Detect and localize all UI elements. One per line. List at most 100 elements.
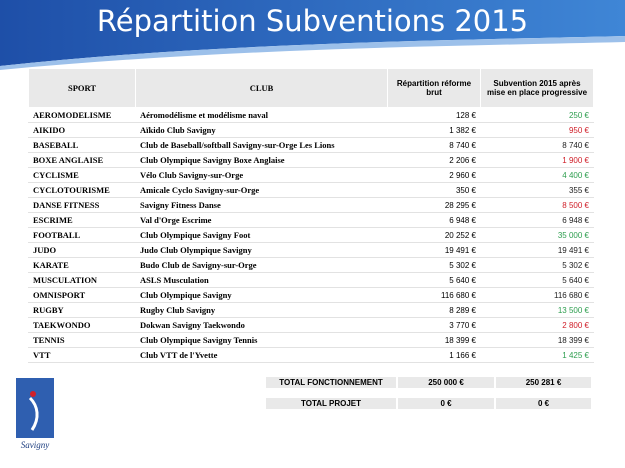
sport-cell: JUDO xyxy=(28,242,136,258)
club-cell: Club de Baseball/softball Savigny-sur-Or… xyxy=(135,137,388,153)
club-cell: Judo Club Olympique Savigny xyxy=(135,242,388,258)
subsidy-table: SPORT CLUB Répartition réforme brut Subv… xyxy=(28,68,594,363)
total-row: TOTAL PROJET 0 €0 € xyxy=(264,396,593,411)
club-cell: Dokwan Savigny Taekwondo xyxy=(135,317,388,333)
total-table: TOTAL PROJET 0 €0 € xyxy=(264,396,593,411)
brut-cell: 19 491 € xyxy=(387,242,481,258)
column-header: Subvention 2015 après mise en place prog… xyxy=(480,68,594,108)
subvention-cell: 1 425 € xyxy=(480,347,594,363)
brut-cell: 350 € xyxy=(387,182,481,198)
sport-cell: FOOTBALL xyxy=(28,227,136,243)
table-body: AEROMODELISME Aéromodélisme et modélisme … xyxy=(28,107,594,363)
total-body: TOTAL FONCTIONNEMENT 250 000 €250 281 € xyxy=(264,375,593,390)
total-subvention: 250 281 € xyxy=(494,375,593,390)
brut-cell: 18 399 € xyxy=(387,332,481,348)
logo-dot xyxy=(30,391,36,397)
club-cell: Rugby Club Savigny xyxy=(135,302,388,318)
table-row: AEROMODELISME Aéromodélisme et modélisme … xyxy=(28,107,594,123)
total-brut: 250 000 € xyxy=(396,375,496,390)
subvention-cell: 19 491 € xyxy=(480,242,594,258)
subvention-cell: 35 000 € xyxy=(480,227,594,243)
table-row: ESCRIME Val d'Orge Escrime 6 948 €6 948 € xyxy=(28,212,594,228)
club-cell: Club Olympique Savigny Tennis xyxy=(135,332,388,348)
logo-figure xyxy=(28,396,39,431)
header-row: SPORT CLUB Répartition réforme brut Subv… xyxy=(28,68,594,108)
table-row: CYCLOTOURISME Amicale Cyclo Savigny-sur-O… xyxy=(28,182,594,198)
sport-cell: RUGBY xyxy=(28,302,136,318)
club-cell: Aéromodélisme et modélisme naval xyxy=(135,107,388,123)
brut-cell: 5 640 € xyxy=(387,272,481,288)
table-row: TAEKWONDO Dokwan Savigny Taekwondo 3 770 €… xyxy=(28,317,594,333)
club-cell: Club VTT de l'Yvette xyxy=(135,347,388,363)
brut-cell: 28 295 € xyxy=(387,197,481,213)
club-cell: ASLS Musculation xyxy=(135,272,388,288)
brut-cell: 2 960 € xyxy=(387,167,481,183)
subvention-cell: 250 € xyxy=(480,107,594,123)
subvention-cell: 13 500 € xyxy=(480,302,594,318)
club-cell: Val d'Orge Escrime xyxy=(135,212,388,228)
brut-cell: 3 770 € xyxy=(387,317,481,333)
sport-cell: OMNISPORT xyxy=(28,287,136,303)
sport-cell: TAEKWONDO xyxy=(28,317,136,333)
subvention-cell: 18 399 € xyxy=(480,332,594,348)
club-cell: Savigny Fitness Danse xyxy=(135,197,388,213)
table-row: JUDO Judo Club Olympique Savigny 19 491 €1… xyxy=(28,242,594,258)
total-label: TOTAL PROJET xyxy=(264,396,398,411)
sport-cell: AIKIDO xyxy=(28,122,136,138)
table-row: BOXE ANGLAISE Club Olympique Savigny Boxe… xyxy=(28,152,594,168)
total-body: TOTAL PROJET 0 €0 € xyxy=(264,396,593,411)
total-subvention: 0 € xyxy=(494,396,593,411)
brut-cell: 1 382 € xyxy=(387,122,481,138)
column-header: Répartition réforme brut xyxy=(387,68,481,108)
logo-text: Savigny xyxy=(21,440,50,450)
club-cell: Club Olympique Savigny xyxy=(135,287,388,303)
brut-cell: 116 680 € xyxy=(387,287,481,303)
club-cell: Vélo Club Savigny-sur-Orge xyxy=(135,167,388,183)
table-row: TENNIS Club Olympique Savigny Tennis 18 39… xyxy=(28,332,594,348)
sport-cell: CYCLISME xyxy=(28,167,136,183)
subvention-cell: 1 900 € xyxy=(480,152,594,168)
club-cell: Aïkido Club Savigny xyxy=(135,122,388,138)
banner xyxy=(0,0,625,70)
subvention-cell: 8 740 € xyxy=(480,137,594,153)
table-row: MUSCULATION ASLS Musculation 5 640 €5 640 … xyxy=(28,272,594,288)
brut-cell: 20 252 € xyxy=(387,227,481,243)
table-row: AIKIDO Aïkido Club Savigny 1 382 €950 € xyxy=(28,122,594,138)
table-row: FOOTBALL Club Olympique Savigny Foot 20 25… xyxy=(28,227,594,243)
brut-cell: 8 289 € xyxy=(387,302,481,318)
subvention-cell: 8 500 € xyxy=(480,197,594,213)
subvention-cell: 4 400 € xyxy=(480,167,594,183)
column-header: CLUB xyxy=(135,68,388,108)
table-row: KARATE Budo Club de Savigny-sur-Orge 5 302… xyxy=(28,257,594,273)
brut-cell: 5 302 € xyxy=(387,257,481,273)
subvention-cell: 355 € xyxy=(480,182,594,198)
total-row: TOTAL FONCTIONNEMENT 250 000 €250 281 € xyxy=(264,375,593,390)
subvention-cell: 2 800 € xyxy=(480,317,594,333)
brut-cell: 128 € xyxy=(387,107,481,123)
total-table: TOTAL FONCTIONNEMENT 250 000 €250 281 € xyxy=(264,375,593,390)
table-row: RUGBY Rugby Club Savigny 8 289 €13 500 € xyxy=(28,302,594,318)
column-header: SPORT xyxy=(28,68,136,108)
sport-cell: VTT xyxy=(28,347,136,363)
table-row: CYCLISME Vélo Club Savigny-sur-Orge 2 960 … xyxy=(28,167,594,183)
subvention-cell: 5 302 € xyxy=(480,257,594,273)
brut-cell: 1 166 € xyxy=(387,347,481,363)
sport-cell: CYCLOTOURISME xyxy=(28,182,136,198)
club-cell: Amicale Cyclo Savigny-sur-Orge xyxy=(135,182,388,198)
sport-cell: DANSE FITNESS xyxy=(28,197,136,213)
sport-cell: ESCRIME xyxy=(28,212,136,228)
total-label: TOTAL FONCTIONNEMENT xyxy=(264,375,398,390)
subvention-cell: 5 640 € xyxy=(480,272,594,288)
subvention-cell: 6 948 € xyxy=(480,212,594,228)
table-row: DANSE FITNESS Savigny Fitness Danse 28 295… xyxy=(28,197,594,213)
sport-cell: BASEBALL xyxy=(28,137,136,153)
logo: Savigny xyxy=(16,378,54,450)
title: Répartition Subventions 2015 xyxy=(96,4,529,38)
club-cell: Club Olympique Savigny Foot xyxy=(135,227,388,243)
sport-cell: KARATE xyxy=(28,257,136,273)
subvention-cell: 116 680 € xyxy=(480,287,594,303)
table-row: BASEBALL Club de Baseball/softball Savign… xyxy=(28,137,594,153)
brut-cell: 6 948 € xyxy=(387,212,481,228)
club-cell: Budo Club de Savigny-sur-Orge xyxy=(135,257,388,273)
